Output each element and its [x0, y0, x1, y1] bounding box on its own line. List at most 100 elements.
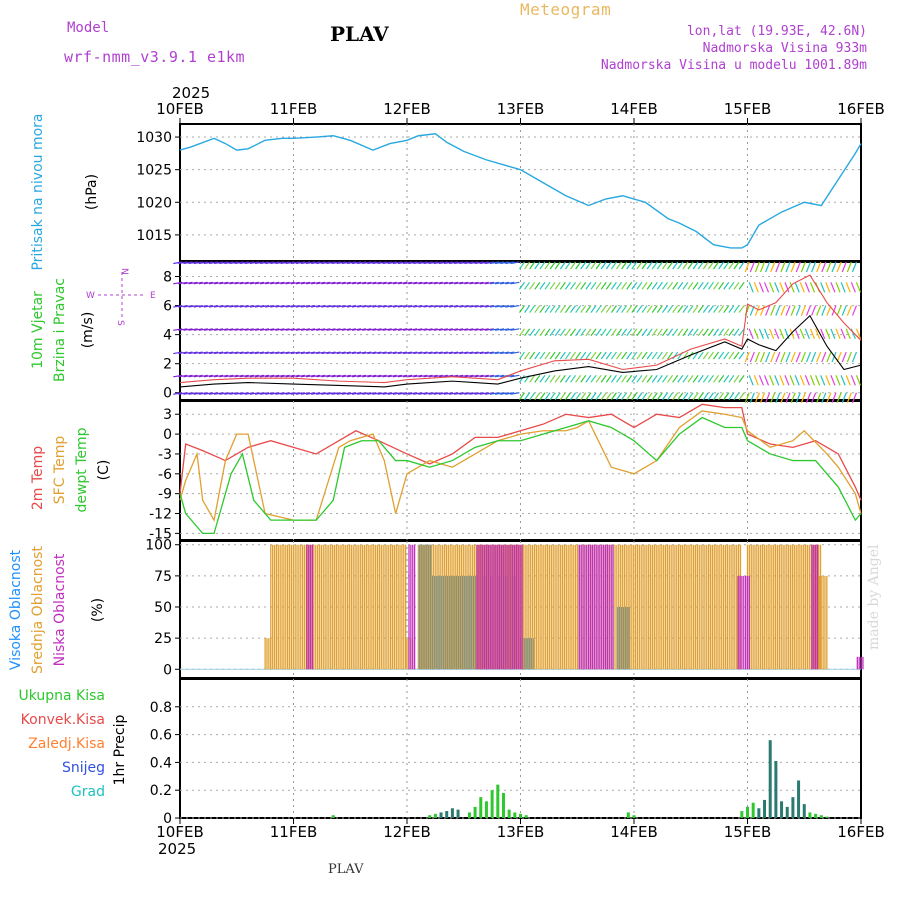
- wind-arrow: [382, 351, 392, 355]
- precip-bar: [467, 812, 471, 818]
- wind-arrow: [831, 351, 837, 363]
- wind-arrow: [326, 351, 336, 355]
- wind-arrow: [397, 328, 408, 331]
- wind-arrow: [605, 305, 612, 313]
- wind-arrow: [392, 281, 402, 285]
- wind-arrow: [428, 392, 438, 395]
- wind-arrow: [505, 392, 515, 395]
- wind-arrow: [367, 261, 377, 265]
- wind-arrow: [351, 351, 362, 355]
- wind-arrow: [254, 351, 265, 355]
- wind-arrow: [544, 392, 551, 401]
- wind-arrow: [234, 261, 244, 265]
- precip-legend-4: Grad: [71, 784, 105, 800]
- wind-arrow: [811, 261, 817, 273]
- wind-arrow: [564, 281, 571, 290]
- wind-arrow: [585, 305, 592, 313]
- wind-arrow: [397, 392, 408, 395]
- wind-arrow: [336, 261, 346, 265]
- wind-arrow: [605, 392, 612, 401]
- wind-arrow: [224, 261, 234, 265]
- wind-arrow: [219, 281, 229, 285]
- wind-arrow: [641, 261, 648, 270]
- wind-arrow: [702, 328, 709, 337]
- wind-arrow: [774, 282, 780, 293]
- wind-arrow: [851, 261, 858, 273]
- wind-arrow: [244, 304, 254, 308]
- wind-arrow: [534, 281, 541, 290]
- wind-arrow: [249, 304, 259, 308]
- wind-arrow: [464, 392, 474, 395]
- wind-arrow: [855, 375, 862, 386]
- wind-arrow: [661, 328, 668, 337]
- precip-bar: [791, 797, 795, 818]
- time-tick-label-top: 11FEB: [270, 100, 317, 118]
- wind-arrow: [733, 374, 740, 383]
- wind-arrow: [500, 392, 510, 395]
- wind-arrow: [203, 261, 214, 265]
- wind-arrow: [305, 374, 316, 378]
- wind-arrow: [738, 328, 745, 337]
- wind-arrow: [219, 392, 229, 395]
- precip-bar: [445, 811, 449, 818]
- wind-arrow: [754, 305, 760, 316]
- wind-arrow: [357, 351, 367, 355]
- y-tick-label: -12: [149, 507, 172, 523]
- wind-arrow: [826, 392, 832, 403]
- wind-arrow: [667, 328, 674, 337]
- wind-arrow: [229, 304, 239, 308]
- wind-arrow: [524, 328, 531, 337]
- wind-arrow: [362, 261, 372, 265]
- wind-arrow: [733, 328, 740, 337]
- wind-arrow: [775, 261, 781, 273]
- wind-arrow: [224, 351, 234, 355]
- wind-arrow: [351, 261, 362, 265]
- wind-arrow: [605, 328, 612, 337]
- wind-arrow: [479, 392, 489, 395]
- wind-arrow: [651, 351, 658, 360]
- wind-arrow: [290, 392, 300, 395]
- wind-arrow: [403, 374, 413, 378]
- wind-arrow: [198, 392, 208, 395]
- time-tick-label-bottom: 11FEB: [270, 823, 317, 841]
- wind-arrow: [300, 351, 311, 355]
- precip-bar: [814, 813, 818, 818]
- wind-arrow: [362, 374, 372, 378]
- wind-arrow: [575, 351, 582, 360]
- wind-arrow: [524, 351, 531, 360]
- wind-arrow: [641, 351, 648, 360]
- wind-arrow: [208, 328, 219, 331]
- wind-arrow: [518, 305, 525, 313]
- wind-arrow: [595, 328, 602, 337]
- wind-arrow: [804, 375, 810, 386]
- precip-bar: [513, 812, 517, 818]
- wind-arrow: [682, 328, 689, 337]
- precip-bar: [490, 790, 494, 818]
- wind-arrow: [382, 304, 392, 308]
- wind-arrow: [254, 304, 265, 308]
- wind-arrow: [656, 392, 663, 401]
- y-tick-label: 1025: [136, 163, 172, 179]
- wind-arrow: [377, 392, 387, 395]
- wind-arrow: [702, 392, 709, 401]
- wind-arrow: [621, 328, 628, 337]
- precip-bar: [626, 812, 630, 818]
- wind-arrow: [510, 304, 520, 308]
- wind-arrow: [656, 305, 663, 313]
- wind-arrow: [692, 305, 699, 313]
- wind-arrow: [785, 351, 791, 363]
- wind-arrow: [564, 305, 571, 313]
- wind-arrow: [321, 392, 331, 395]
- wind-arrow: [672, 351, 679, 360]
- wind-arrow: [351, 392, 362, 395]
- precip-bar: [780, 801, 784, 818]
- wind-arrow: [656, 374, 663, 383]
- wind-arrow: [270, 261, 280, 265]
- wind-arrow: [580, 305, 587, 313]
- wind-arrow: [229, 328, 239, 331]
- wind-arrow: [494, 281, 505, 285]
- wind-arrow: [580, 281, 587, 290]
- wind-arrow: [443, 261, 454, 265]
- wind-arrow: [254, 392, 265, 395]
- wind-arrow: [738, 261, 745, 270]
